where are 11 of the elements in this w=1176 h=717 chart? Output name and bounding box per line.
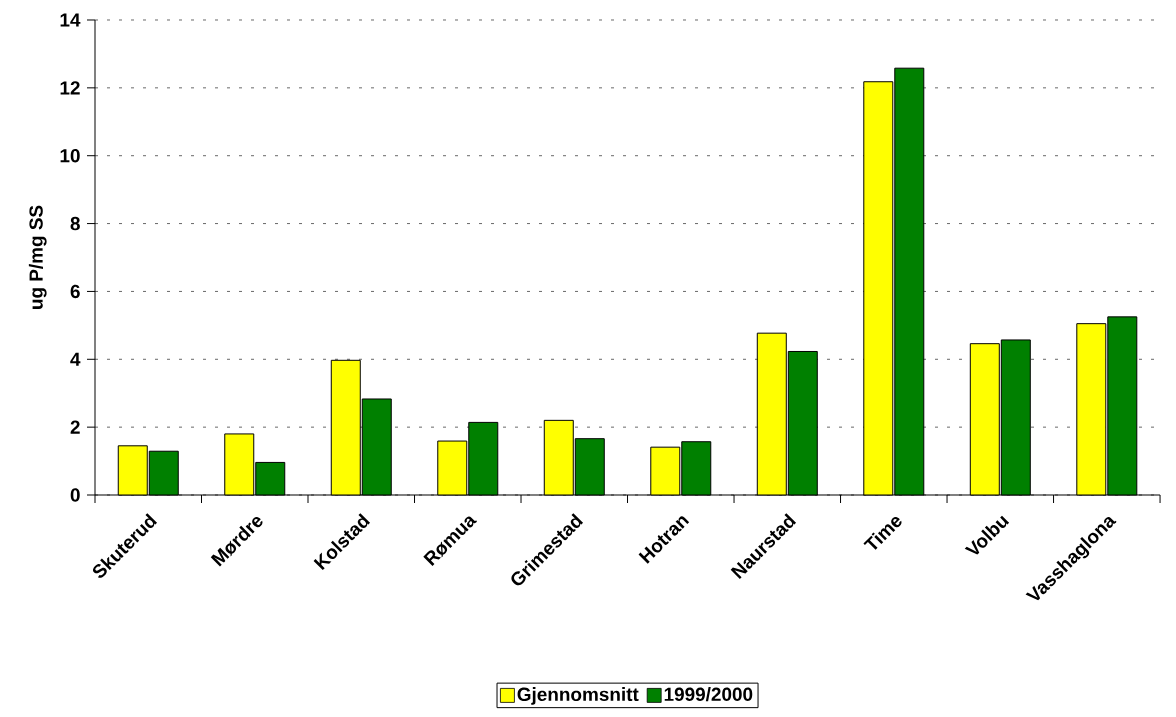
- y-tick-label: 12: [60, 81, 80, 95]
- y-tick-label: 2: [70, 420, 80, 434]
- y-tick-label: 4: [70, 352, 81, 366]
- y-tick-label: 6: [70, 284, 80, 299]
- legend-label: Gjennomsnitt: [517, 687, 639, 705]
- y-tick-label: 14: [60, 13, 81, 27]
- y-tick-label: 10: [60, 149, 80, 163]
- y-tick-label: 0: [70, 488, 80, 502]
- y-axis-title: ug P/mg SS: [28, 205, 47, 309]
- y-tick-label: 8: [70, 216, 80, 231]
- legend-label: 1999/2000: [664, 687, 753, 702]
